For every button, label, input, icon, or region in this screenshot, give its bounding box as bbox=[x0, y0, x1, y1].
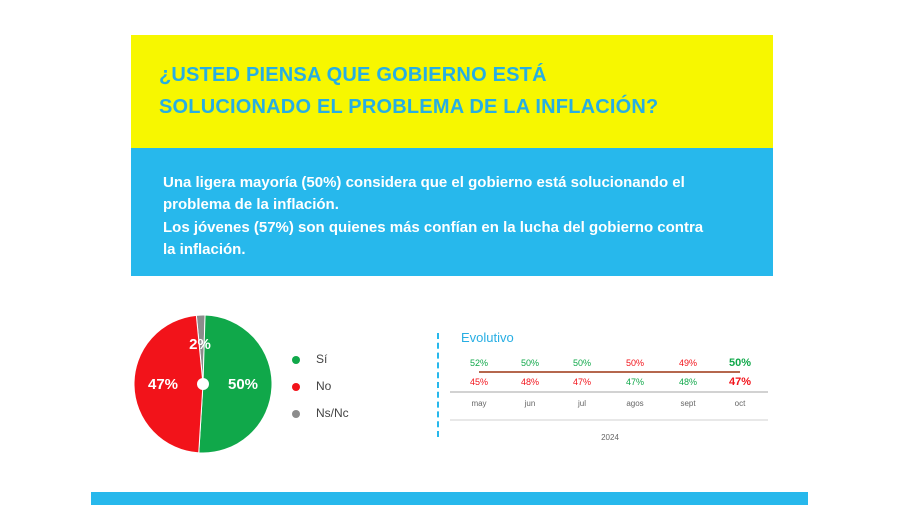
pie-center bbox=[197, 378, 209, 390]
pie-slice-no bbox=[133, 314, 204, 454]
evolution-tick-label: agos bbox=[626, 399, 643, 408]
description-line-3: Los jóvenes (57%) son quienes más confía… bbox=[163, 219, 704, 236]
evolution-tick-label: oct bbox=[735, 399, 746, 408]
evolution-label-si: 47% bbox=[626, 377, 644, 387]
bottom-bar bbox=[91, 492, 808, 505]
evolution-label-no: 48% bbox=[521, 377, 539, 387]
evolution-tick-label: jul bbox=[577, 399, 586, 408]
pie-chart: 50% 47% 2% bbox=[133, 314, 273, 454]
legend-dot-nsnc bbox=[292, 410, 300, 418]
section-divider bbox=[437, 333, 439, 437]
evolution-label-si: 50% bbox=[521, 358, 539, 368]
evolution-label-no: 47% bbox=[729, 376, 751, 388]
evolution-tick-label: sept bbox=[680, 399, 696, 408]
evolution-label-no: 47% bbox=[573, 377, 591, 387]
evolution-label-si: 48% bbox=[679, 377, 697, 387]
evolution-tick-label: may bbox=[471, 399, 486, 408]
title-banner bbox=[131, 35, 773, 148]
pie-label-s: 50% bbox=[228, 376, 258, 393]
legend-dot-no bbox=[292, 383, 300, 391]
legend-label-no: No bbox=[316, 379, 332, 393]
legend-label-si: Sí bbox=[316, 352, 328, 366]
legend-label-nsnc: Ns/Nc bbox=[316, 406, 349, 420]
evolution-chart: 52% 45% may 50% 48% jun 50% 47% jul 47% 50% agos 48%… bbox=[450, 357, 768, 442]
evolution-label-no: 45% bbox=[470, 377, 488, 387]
evolution-label-si: 50% bbox=[573, 358, 591, 368]
evolution-tick-label: jun bbox=[524, 399, 536, 408]
legend-dot-si bbox=[292, 356, 300, 364]
description-line-4: la inflación. bbox=[163, 241, 246, 258]
evolution-label-si: 52% bbox=[470, 358, 488, 368]
description-line-1: Una ligera mayoría (50%) considera que e… bbox=[163, 174, 685, 191]
evolution-label-no: 49% bbox=[679, 358, 697, 368]
description-line-2: problema de la inflación. bbox=[163, 196, 339, 213]
evolution-label-no: 50% bbox=[626, 358, 644, 368]
evolution-title: Evolutivo bbox=[461, 330, 514, 345]
description-banner bbox=[131, 148, 773, 276]
pie-label-no: 47% bbox=[148, 376, 178, 393]
title-line-2: SOLUCIONADO EL PROBLEMA DE LA INFLACIÓN? bbox=[159, 96, 659, 118]
title-line-1: ¿USTED PIENSA QUE GOBIERNO ESTÁ bbox=[159, 64, 547, 86]
pie-label-nsnc: 2% bbox=[189, 336, 211, 353]
evolution-label-si: 50% bbox=[729, 357, 751, 369]
pie-slice-s bbox=[198, 314, 273, 454]
evolution-x-label: 2024 bbox=[601, 433, 619, 442]
